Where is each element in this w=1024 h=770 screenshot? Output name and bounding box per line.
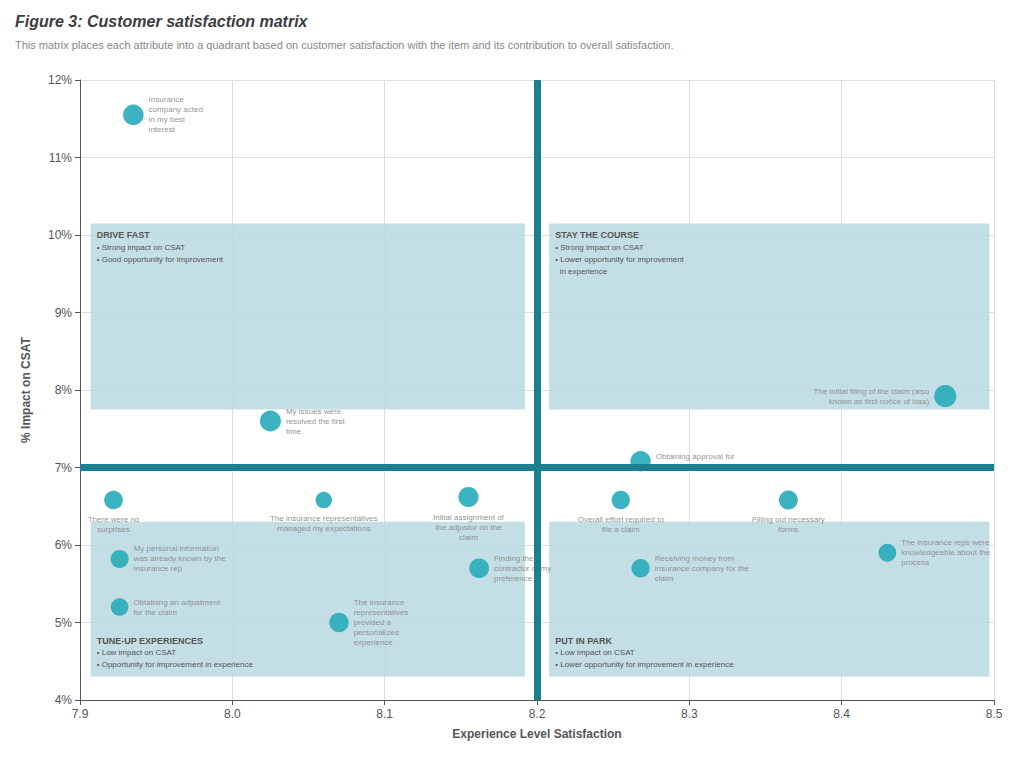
svg-text:Experience Level Satisfaction: Experience Level Satisfaction: [452, 727, 621, 741]
svg-text:• Low impact on CSAT: • Low impact on CSAT: [97, 648, 177, 657]
svg-text:experience: experience: [354, 638, 394, 647]
svg-text:DRIVE FAST: DRIVE FAST: [97, 230, 151, 240]
svg-text:The insurance reps were: The insurance reps were: [901, 538, 990, 547]
svg-text:Initial assignment of: Initial assignment of: [433, 513, 504, 522]
svg-text:7%: 7%: [55, 461, 73, 475]
svg-text:in experience: in experience: [555, 267, 608, 276]
svg-text:10%: 10%: [48, 228, 72, 242]
svg-text:forms: forms: [778, 525, 798, 534]
svg-text:Obtaining approval for: Obtaining approval for: [656, 452, 735, 461]
svg-text:The initial filing of the clai: The initial filing of the claim (also: [814, 387, 930, 396]
svg-text:8.3: 8.3: [681, 707, 698, 721]
svg-text:• Strong impact on CSAT: • Strong impact on CSAT: [555, 243, 644, 252]
svg-text:PUT IN PARK: PUT IN PARK: [555, 636, 612, 646]
svg-text:known as first notice of loss): known as first notice of loss): [829, 397, 930, 406]
svg-text:claim: claim: [655, 574, 674, 583]
svg-text:8%: 8%: [55, 383, 73, 397]
svg-text:was already known by the: was already known by the: [133, 554, 227, 563]
svg-text:file a claim: file a claim: [602, 525, 640, 534]
svg-text:time: time: [286, 427, 302, 436]
svg-text:insurance rep: insurance rep: [134, 564, 183, 573]
svg-text:company acted: company acted: [149, 105, 203, 114]
svg-text:• Lower opportunity for improv: • Lower opportunity for improvement in e…: [555, 660, 734, 669]
svg-text:Obtaining an adjustment: Obtaining an adjustment: [133, 598, 221, 607]
svg-text:Overall effort required to: Overall effort required to: [578, 515, 665, 524]
svg-text:Finding the: Finding the: [494, 554, 534, 563]
svg-text:8.5: 8.5: [986, 707, 1003, 721]
svg-text:8.1: 8.1: [376, 707, 393, 721]
svg-text:surprises: surprises: [97, 525, 129, 534]
svg-text:There were no: There were no: [88, 515, 140, 524]
svg-text:This matrix places each attrib: This matrix places each attribute into a…: [15, 39, 674, 51]
svg-text:7.9: 7.9: [72, 707, 89, 721]
svg-text:• Low impact on CSAT: • Low impact on CSAT: [555, 648, 635, 657]
svg-text:8.4: 8.4: [833, 707, 850, 721]
svg-text:the adjustor on the: the adjustor on the: [435, 523, 502, 532]
svg-text:6%: 6%: [55, 538, 73, 552]
svg-text:• Lower opportunity for improv: • Lower opportunity for improvement: [555, 255, 684, 264]
svg-text:My issues were: My issues were: [286, 407, 342, 416]
svg-text:8.0: 8.0: [224, 707, 241, 721]
svg-text:STAY THE COURSE: STAY THE COURSE: [555, 230, 639, 240]
svg-text:8.2: 8.2: [529, 707, 546, 721]
svg-text:5%: 5%: [55, 616, 73, 630]
svg-text:Filling out necessary: Filling out necessary: [752, 515, 825, 524]
svg-text:managed my expectations: managed my expectations: [277, 524, 370, 533]
svg-text:Receiving money from: Receiving money from: [655, 554, 735, 563]
svg-text:process: process: [901, 558, 929, 567]
svg-text:representatives: representatives: [354, 608, 409, 617]
svg-text:preference: preference: [494, 574, 533, 583]
svg-text:11%: 11%: [49, 151, 72, 165]
svg-text:claim: claim: [459, 533, 478, 542]
svg-text:in my best: in my best: [149, 115, 186, 124]
svg-text:Figure 3: Customer satisfactio: Figure 3: Customer satisfaction matrix: [15, 13, 309, 30]
svg-text:contractor of my: contractor of my: [494, 564, 551, 573]
svg-text:9%: 9%: [55, 306, 73, 320]
svg-text:interest: interest: [149, 125, 176, 134]
svg-text:provided a: provided a: [354, 618, 392, 627]
svg-text:• Opportunity for improvement: • Opportunity for improvement in experie…: [97, 660, 254, 669]
svg-text:My personal information: My personal information: [134, 544, 219, 553]
svg-text:knowledgeable about the: knowledgeable about the: [901, 548, 991, 557]
svg-text:• Strong impact on CSAT: • Strong impact on CSAT: [97, 243, 186, 252]
svg-text:Insurance: Insurance: [149, 95, 185, 104]
svg-text:The insurance representatives: The insurance representatives: [270, 514, 378, 523]
svg-text:for the claim: for the claim: [133, 608, 177, 617]
svg-text:% Impact on CSAT: % Impact on CSAT: [19, 336, 33, 442]
svg-text:The insurance: The insurance: [354, 598, 405, 607]
svg-text:insurance company for the: insurance company for the: [655, 564, 750, 573]
svg-text:12%: 12%: [48, 73, 72, 87]
svg-text:4%: 4%: [55, 693, 73, 707]
svg-text:resolved the first: resolved the first: [286, 417, 345, 426]
svg-text:• Good opportunity for improve: • Good opportunity for improvement: [97, 255, 224, 264]
svg-text:personalized: personalized: [354, 628, 399, 637]
svg-text:TUNE-UP EXPERIENCES: TUNE-UP EXPERIENCES: [97, 636, 203, 646]
